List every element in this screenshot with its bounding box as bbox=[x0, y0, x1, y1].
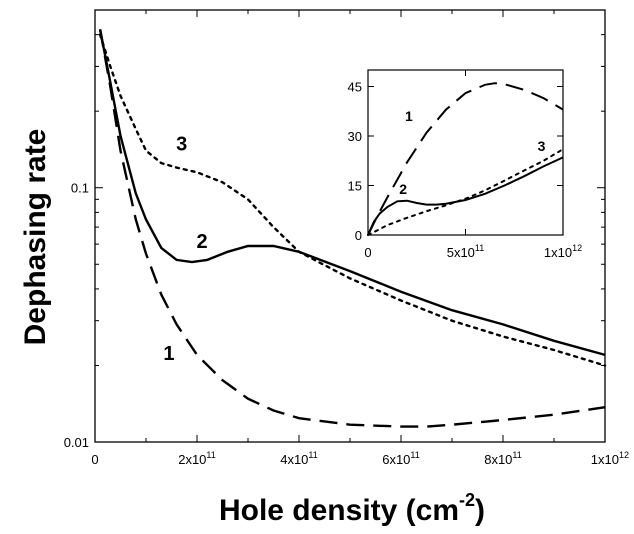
main-curve-label-1: 1 bbox=[163, 343, 174, 365]
main-series-2 bbox=[98, 29, 606, 357]
inset-curves bbox=[367, 82, 564, 236]
inset-y-tick-label: 15 bbox=[348, 179, 362, 194]
inset-y-tick-label: 30 bbox=[348, 129, 362, 144]
main-curve-label-2: 2 bbox=[197, 231, 208, 253]
inset-curve-labels: 1 2 3 bbox=[399, 108, 545, 197]
inset-curve-label-2: 2 bbox=[399, 181, 407, 197]
x-tick-label-sup: 11 bbox=[206, 450, 215, 460]
x-axis-label-close: ) bbox=[475, 494, 485, 527]
x-axis-label-text: Hole density (cm bbox=[219, 494, 459, 527]
main-curve-labels: 1 2 3 bbox=[163, 134, 207, 365]
x-tick-label-text: 6x10 bbox=[382, 452, 410, 467]
inset-x-tick-label-text: 1x10 bbox=[544, 245, 572, 260]
x-tick-label: 1x1012 bbox=[591, 450, 629, 467]
y-axis-label: Dephasing rate bbox=[19, 129, 52, 346]
inset-x-tick-label-sup: 11 bbox=[475, 243, 484, 253]
x-tick-label-text: 1x10 bbox=[591, 452, 619, 467]
inset-x-tick-label: 1x1012 bbox=[544, 243, 582, 260]
y-tick-label: 0.1 bbox=[71, 181, 89, 196]
inset-y-tick-label-text: 15 bbox=[348, 179, 362, 194]
x-tick-label-text: 4x10 bbox=[280, 452, 308, 467]
inset-y-tick-label: 0 bbox=[355, 228, 362, 243]
main-series-1 bbox=[98, 29, 606, 428]
x-tick-label-sup: 11 bbox=[410, 450, 419, 460]
inset-frame bbox=[367, 69, 564, 236]
inset-y-tick-label-text: 30 bbox=[348, 129, 362, 144]
inset-y-tick-label-text: 0 bbox=[355, 228, 362, 243]
y-tick-label: 0.01 bbox=[64, 435, 89, 450]
x-tick-label: 6x1011 bbox=[382, 450, 420, 467]
inset-x-tick-label-sup: 12 bbox=[572, 243, 582, 253]
x-tick-label-text: 0 bbox=[91, 452, 98, 467]
x-tick-label-sup: 11 bbox=[308, 450, 317, 460]
x-tick-label-sup: 11 bbox=[512, 450, 521, 460]
main-series-3 bbox=[98, 33, 607, 367]
inset-y-tick-label: 45 bbox=[348, 80, 362, 95]
x-axis-label-sup: -2 bbox=[459, 490, 475, 510]
inset-y-tick-label-text: 45 bbox=[348, 80, 362, 95]
inset-curve-label-1: 1 bbox=[405, 108, 413, 124]
main-curves bbox=[98, 29, 607, 428]
x-tick-label: 4x1011 bbox=[280, 450, 318, 467]
inset-x-tick-label: 0 bbox=[364, 245, 371, 260]
y-tick-label-text: 0.01 bbox=[64, 435, 89, 450]
inset-x-tick-label-text: 5x10 bbox=[447, 245, 475, 260]
x-axis-label: Hole density (cm-2) bbox=[219, 490, 485, 527]
x-tick-label: 2x1011 bbox=[178, 450, 216, 467]
inset-curve-label-3: 3 bbox=[538, 138, 546, 154]
inset-series-2 bbox=[367, 156, 564, 236]
x-tick-label: 0 bbox=[91, 452, 98, 467]
x-tick-label-text: 2x10 bbox=[178, 452, 206, 467]
inset-x-tick-label-text: 0 bbox=[364, 245, 371, 260]
y-tick-label-text: 0.1 bbox=[71, 181, 89, 196]
inset-x-tick-label: 5x1011 bbox=[447, 243, 485, 260]
x-tick-label-text: 8x10 bbox=[484, 452, 512, 467]
inset-series-1 bbox=[367, 82, 564, 236]
x-tick-label-sup: 12 bbox=[619, 450, 629, 460]
x-tick-label: 8x1011 bbox=[484, 450, 522, 467]
main-curve-label-3: 3 bbox=[176, 134, 187, 156]
